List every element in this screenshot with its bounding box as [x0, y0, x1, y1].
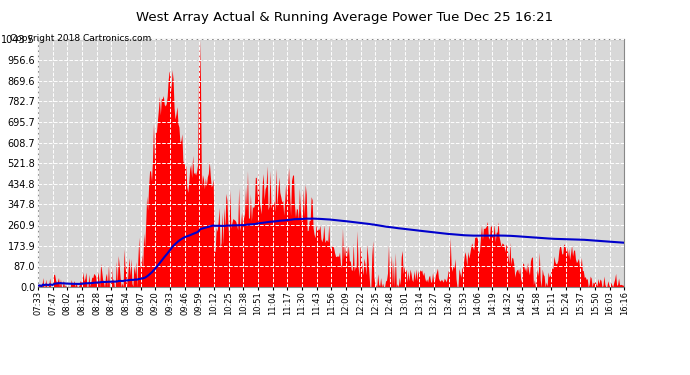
Text: West Array  (DC Watts): West Array (DC Watts)	[549, 20, 666, 29]
Text: Copyright 2018 Cartronics.com: Copyright 2018 Cartronics.com	[10, 34, 152, 43]
Text: West Array Actual & Running Average Power Tue Dec 25 16:21: West Array Actual & Running Average Powe…	[137, 11, 553, 24]
Text: Average  (DC Watts): Average (DC Watts)	[423, 20, 526, 29]
